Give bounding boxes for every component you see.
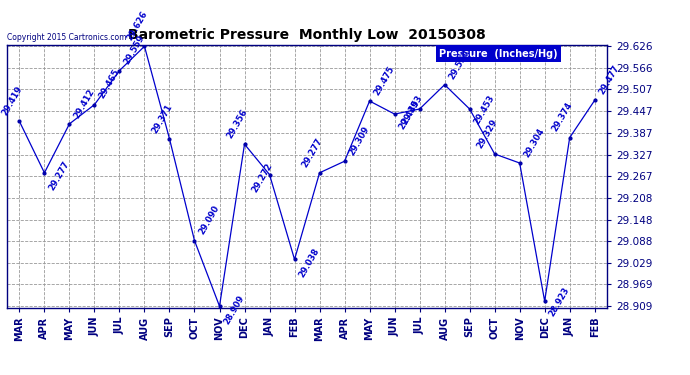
Text: 29.304: 29.304 [522,126,546,159]
Text: 29.439: 29.439 [397,98,422,131]
Text: 29.038: 29.038 [297,247,321,279]
Text: 29.465: 29.465 [97,68,121,100]
Text: 28.909: 28.909 [222,293,246,326]
Text: 28.923: 28.923 [547,285,571,318]
Text: 29.453: 29.453 [400,93,424,126]
Text: 29.475: 29.475 [373,64,396,97]
Text: 29.277: 29.277 [300,136,324,169]
Text: 29.371: 29.371 [150,102,174,135]
Text: 29.356: 29.356 [225,108,249,140]
Text: 29.559: 29.559 [122,34,146,66]
Text: 29.453: 29.453 [473,93,496,126]
Text: Pressure  (Inches/Hg): Pressure (Inches/Hg) [439,49,558,59]
Text: 29.520: 29.520 [447,48,471,81]
Text: 29.272: 29.272 [250,162,274,194]
Text: 29.419: 29.419 [0,85,24,117]
Text: 29.374: 29.374 [550,101,574,134]
Text: 29.329: 29.329 [475,117,499,150]
Title: Barometric Pressure  Monthly Low  20150308: Barometric Pressure Monthly Low 20150308 [128,28,486,42]
Text: 29.309: 29.309 [347,125,371,157]
Text: 29.090: 29.090 [197,204,221,236]
Text: Copyright 2015 Cartronics.com: Copyright 2015 Cartronics.com [7,33,126,42]
Text: 29.277: 29.277 [47,160,71,192]
Text: 29.626: 29.626 [125,9,149,42]
Text: 29.412: 29.412 [72,87,96,120]
Text: 29.477: 29.477 [598,64,622,96]
